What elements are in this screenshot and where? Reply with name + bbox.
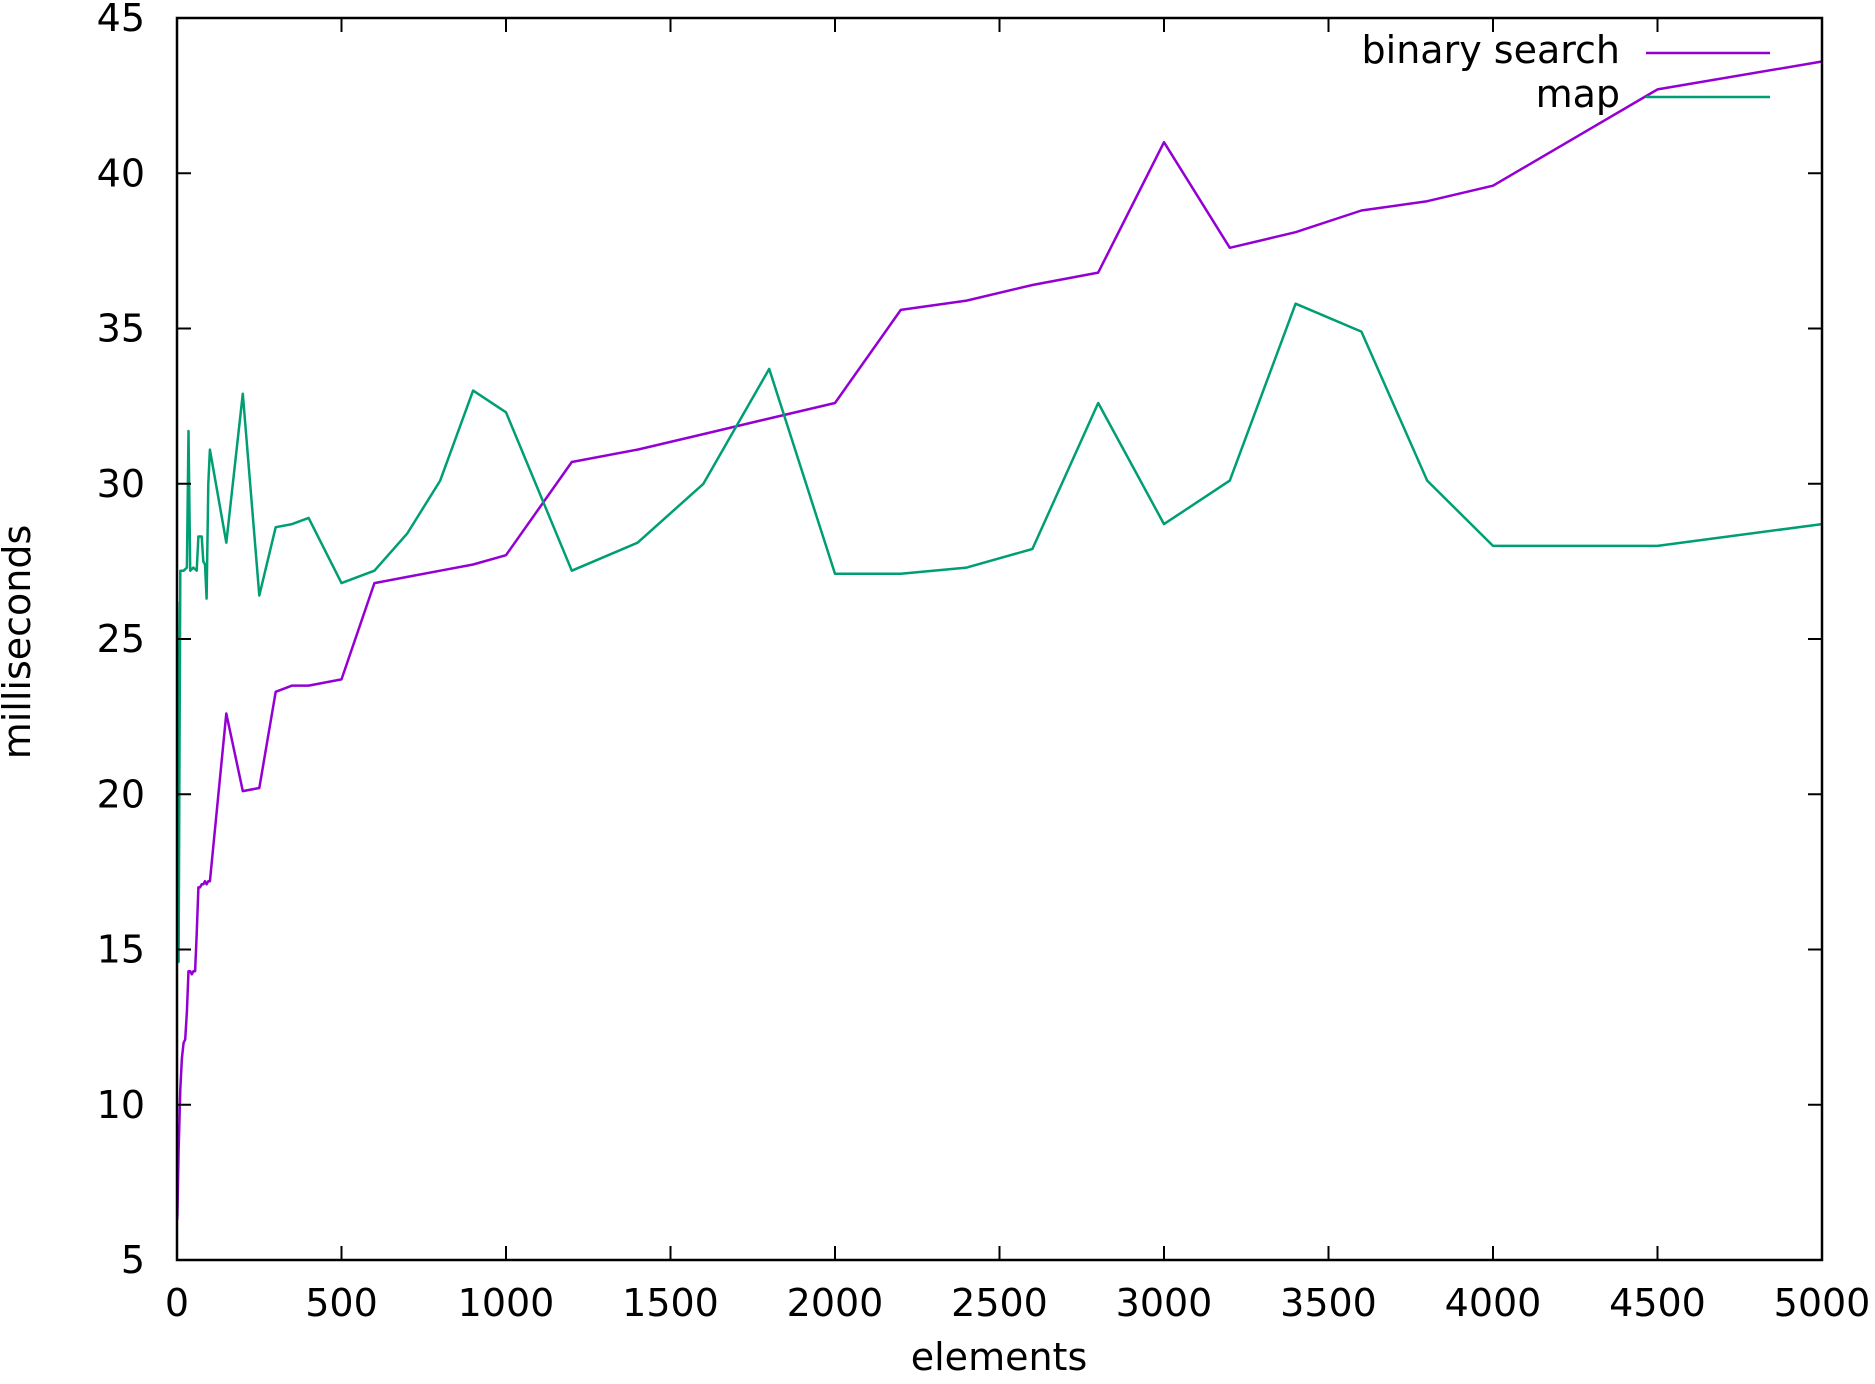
x-tick-label: 3500 xyxy=(1280,1281,1377,1325)
y-tick-label: 45 xyxy=(97,0,145,40)
legend: binary search map xyxy=(1362,28,1770,116)
legend-label-binary-search: binary search xyxy=(1362,28,1620,72)
x-tick-label: 0 xyxy=(165,1281,189,1325)
tick-labels: 0 500 1000 1500 2000 2500 3000 3500 4000 4500 5000… xyxy=(97,0,1871,1325)
y-tick-label: 40 xyxy=(97,151,145,195)
y-tick-label: 25 xyxy=(97,617,145,661)
y-tick-label: 10 xyxy=(97,1083,145,1127)
series-line-binary-search xyxy=(176,60,1823,1220)
x-tick-label: 500 xyxy=(305,1281,378,1325)
x-tick-label: 1500 xyxy=(622,1281,719,1325)
series-line-map xyxy=(176,302,1823,964)
x-tick-label: 3000 xyxy=(1116,1281,1213,1325)
y-tick-label: 15 xyxy=(97,928,145,972)
x-tick-label: 1000 xyxy=(458,1281,555,1325)
y-tick-label: 5 xyxy=(121,1238,145,1282)
legend-label-map: map xyxy=(1536,72,1620,116)
y-tick-label: 30 xyxy=(97,462,145,506)
x-tick-label: 5000 xyxy=(1774,1281,1871,1325)
x-tick-label: 2000 xyxy=(787,1281,884,1325)
y-axis-label: milliseconds xyxy=(0,525,39,760)
y-tick-label: 20 xyxy=(97,772,145,816)
y-tick-label: 35 xyxy=(97,307,145,351)
x-tick-label: 4000 xyxy=(1445,1281,1542,1325)
plot-lines xyxy=(176,60,1823,1220)
x-axis-label: elements xyxy=(911,1335,1088,1379)
x-tick-label: 2500 xyxy=(951,1281,1048,1325)
plot-frame xyxy=(175,16,1824,1262)
x-tick-label: 4500 xyxy=(1609,1281,1706,1325)
